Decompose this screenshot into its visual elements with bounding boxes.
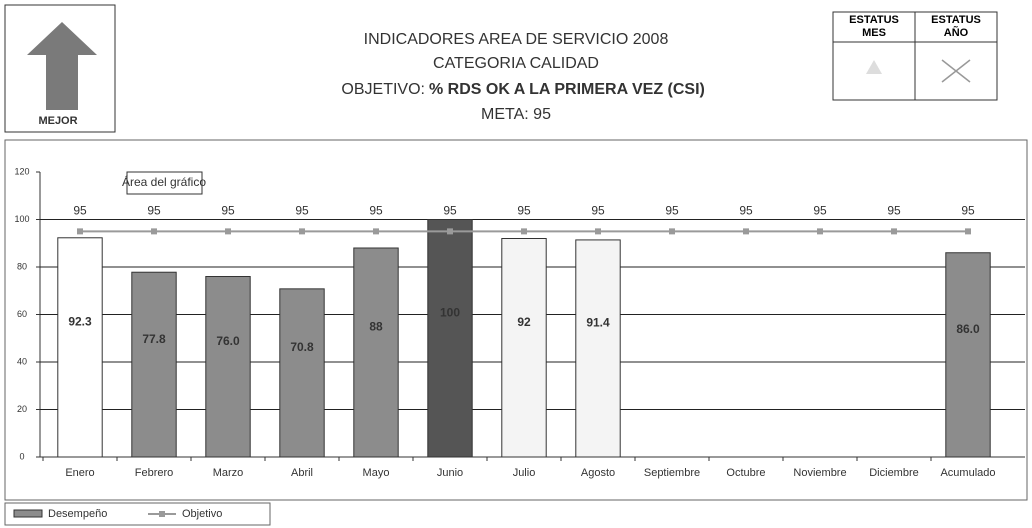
annotation: Área del gráfico (122, 174, 206, 189)
value-label: 88 (369, 320, 383, 334)
objective-marker (447, 228, 453, 235)
bar (131, 271, 177, 458)
objective-marker (225, 228, 231, 235)
status-year-icon (941, 59, 971, 83)
x-tick-label: Acumulado (940, 467, 995, 479)
value-label: 77.8 (142, 332, 166, 346)
bar (945, 252, 991, 458)
objective-label: 95 (517, 204, 531, 218)
y-tick-label: 40 (17, 356, 27, 366)
objective-label: 95 (369, 204, 383, 218)
bar (353, 247, 399, 458)
x-tick-label: Enero (65, 467, 94, 479)
objective-label: OBJETIVO: (341, 81, 425, 98)
bar (205, 276, 251, 458)
status-month-icon (866, 60, 882, 74)
x-tick-label: Marzo (213, 467, 244, 479)
legend-label: Objetivo (182, 508, 222, 520)
objective-marker (299, 228, 305, 235)
status-month: ESTATUS MES (849, 14, 899, 39)
x-tick-label: Diciembre (869, 467, 919, 479)
y-tick-label: 80 (17, 261, 27, 271)
x-tick-label: Julio (513, 467, 536, 479)
objective-marker (373, 228, 379, 235)
objective-label: 95 (887, 204, 901, 218)
y-tick-label: 20 (17, 404, 27, 414)
objective-marker (151, 228, 157, 235)
status-year-cell: ESTATUS AÑO (931, 14, 981, 39)
x-tick-label: Junio (437, 467, 463, 479)
value-label: 92.3 (68, 315, 92, 329)
objective-marker (891, 228, 897, 235)
objective-label: 95 (961, 204, 975, 218)
bar (57, 237, 103, 458)
legend-label: Desempeño (48, 508, 107, 520)
value-label: 76.0 (216, 334, 240, 348)
goal: META: 95 (481, 106, 551, 123)
bar (575, 239, 621, 458)
x-tick-label: Mayo (363, 467, 390, 479)
legend-box (4, 502, 271, 526)
up-arrow (27, 22, 97, 110)
y-tick-label: 120 (14, 166, 29, 176)
y-tick-label: 60 (17, 309, 27, 319)
objective-label: 95 (221, 204, 235, 218)
chart-title: INDICADORES AREA DE SERVICIO 2008 (364, 31, 669, 48)
y-tick-label: 100 (14, 214, 29, 224)
legend-swatch (159, 511, 165, 517)
status-year: ESTATUS AÑO (931, 14, 981, 39)
x-tick-label: Agosto (581, 467, 615, 479)
objective-label: 95 (147, 204, 161, 218)
objective-label: 95 (739, 204, 753, 218)
objective-marker (521, 228, 527, 235)
value-label: 86.0 (956, 322, 980, 336)
bar (279, 288, 325, 458)
x-tick-label: Octubre (726, 467, 765, 479)
objective-label: 95 (665, 204, 679, 218)
y-tick-label: 0 (19, 451, 24, 461)
objective-marker (77, 228, 83, 235)
x-tick-label: Abril (291, 467, 313, 479)
value-label: 92 (517, 315, 531, 329)
value-label: 100 (440, 305, 460, 319)
objective-marker (965, 228, 971, 235)
chart-subtitle: CATEGORIA CALIDAD (433, 55, 599, 72)
objective-label: 95 (443, 204, 457, 218)
x-tick-label: Septiembre (644, 467, 700, 479)
objective-marker (595, 228, 601, 235)
annotation-box (126, 171, 203, 195)
objective: % RDS OK A LA PRIMERA VEZ (CSI) (429, 81, 705, 98)
legend-swatch (13, 509, 43, 518)
objective-marker (669, 228, 675, 235)
objective-marker (743, 228, 749, 235)
badge-label: MEJOR (38, 115, 77, 127)
x-tick-label: Febrero (135, 467, 174, 479)
objective-label: 95 (813, 204, 827, 218)
bar (501, 238, 547, 458)
objective-label: 95 (295, 204, 309, 218)
bar (427, 219, 473, 458)
value-label: 70.8 (290, 340, 314, 354)
status-month-cell: ESTATUS MES (849, 14, 899, 39)
value-label: 91.4 (586, 316, 610, 330)
objective-marker (817, 228, 823, 235)
objective-label: 95 (591, 204, 605, 218)
x-tick-label: Noviembre (793, 467, 846, 479)
objective-label: 95 (73, 204, 87, 218)
